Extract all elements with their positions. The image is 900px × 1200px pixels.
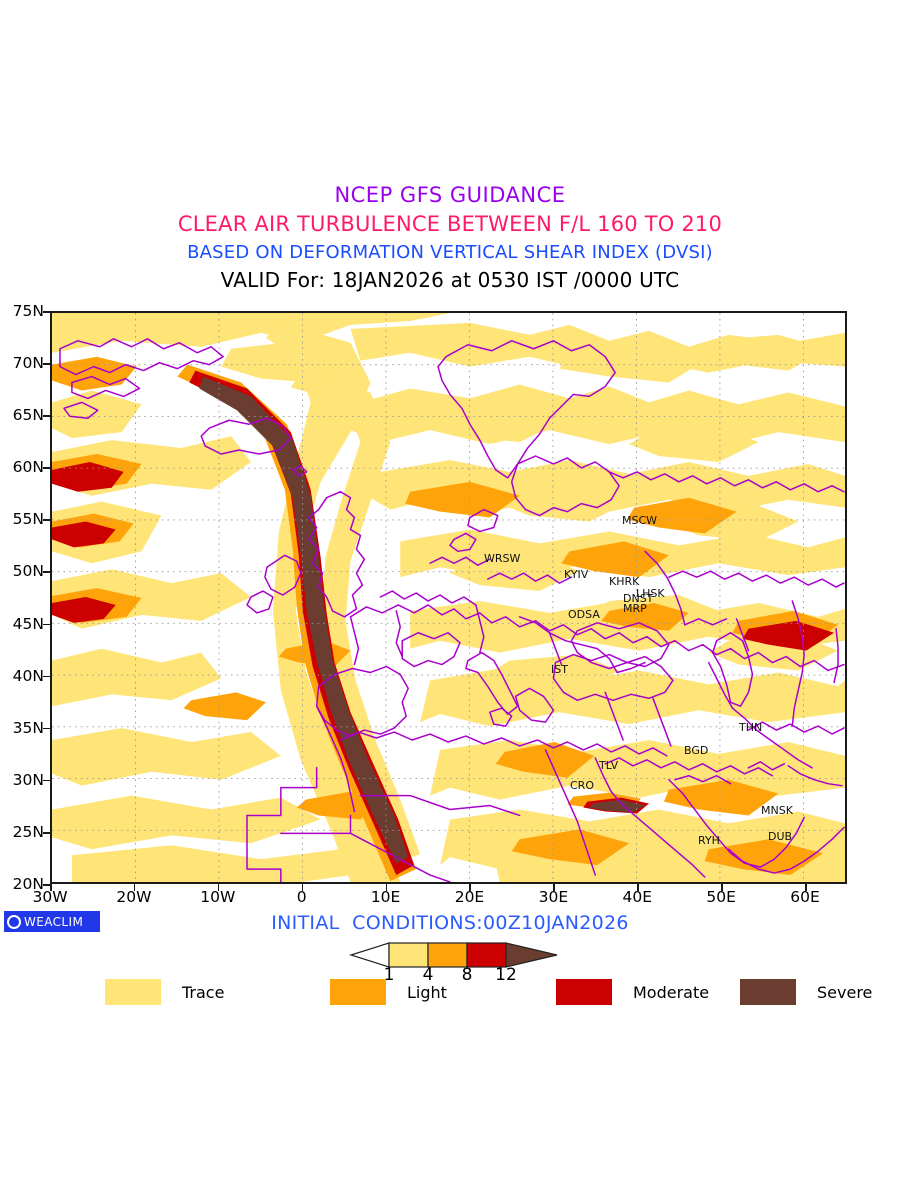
chart-valid-time: VALID For: 18JAN2026 at 0530 IST /0000 U… xyxy=(220,268,680,292)
colorbar-tick-labels: 1 4 8 12 xyxy=(349,965,561,987)
city-label: IST xyxy=(551,663,568,676)
x-axis-tick xyxy=(805,884,807,891)
weaclim-brand-badge: WEACLIM xyxy=(4,911,100,932)
x-axis-tick xyxy=(469,884,472,891)
y-axis-tick-label: 20N xyxy=(12,875,44,893)
legend-swatch xyxy=(740,979,796,1005)
colorbar-tick-label: 4 xyxy=(422,965,434,985)
y-axis-tick-label: 55N xyxy=(12,510,44,529)
colorbar-tick-label: 8 xyxy=(461,965,473,985)
y-axis-tick-label: 60N xyxy=(12,458,44,477)
y-axis-tick-label: 35N xyxy=(12,718,44,737)
city-label: RYH xyxy=(698,834,720,847)
legend-item: Severe xyxy=(740,979,872,1005)
city-label: MSCW xyxy=(622,514,658,527)
city-label: ODSA xyxy=(568,608,600,621)
city-label: LHSK xyxy=(636,587,665,600)
y-axis-tick xyxy=(43,831,50,834)
city-label: MRP xyxy=(623,602,647,615)
legend-swatch xyxy=(556,979,612,1005)
chart-title-block: NCEP GFS GUIDANCE CLEAR AIR TURBULENCE B… xyxy=(0,182,900,295)
turbulence-severe-layer xyxy=(199,376,646,864)
colorbar-tick-label: 1 xyxy=(383,965,395,985)
y-axis-tick xyxy=(43,467,50,469)
y-axis-tick xyxy=(43,727,50,730)
city-label: KHRK xyxy=(609,575,640,588)
city-label: DUB xyxy=(768,830,793,843)
x-axis-tick xyxy=(721,884,723,891)
legend-label: Moderate xyxy=(633,982,710,1002)
x-axis-tick xyxy=(553,884,555,891)
colorbar xyxy=(349,940,561,970)
x-axis-tick-label: 0 xyxy=(296,888,307,906)
y-axis-tick xyxy=(43,884,50,886)
city-label: THN xyxy=(739,721,763,734)
x-axis-tick xyxy=(217,884,220,891)
y-axis-tick xyxy=(43,571,50,574)
x-axis-tick-label: 50E xyxy=(706,888,736,906)
chart-basis-line: BASED ON DEFORMATION VERTICAL SHEAR INDE… xyxy=(187,242,713,263)
colorbar-seg-trace xyxy=(388,942,429,968)
y-axis-tick-label: 40N xyxy=(12,666,44,685)
x-axis-tick xyxy=(637,884,639,891)
y-axis-tick xyxy=(43,675,50,678)
map-canvas xyxy=(52,313,845,882)
x-axis-tick xyxy=(385,884,388,891)
colorbar-under-arrow xyxy=(349,942,390,968)
x-axis-tick-label: 40E xyxy=(622,888,653,906)
y-axis-tick-label: 30N xyxy=(12,770,44,789)
weaclim-brand-label: WEACLIM xyxy=(24,914,84,929)
city-label: WRSW xyxy=(484,552,521,565)
legend-item: Moderate xyxy=(556,979,709,1005)
y-axis-tick-label: 50N xyxy=(12,562,44,581)
city-label: DNST xyxy=(623,592,654,605)
y-axis-tick-label: 25N xyxy=(12,822,44,841)
page-title: NCEP GFS GUIDANCE xyxy=(334,183,566,207)
y-axis-tick xyxy=(43,779,50,782)
x-axis-tick-label: 20E xyxy=(454,888,485,906)
city-label: BGD xyxy=(684,744,709,757)
map-coastlines xyxy=(59,338,845,882)
legend-swatch xyxy=(105,979,161,1005)
x-axis-tick xyxy=(133,884,136,891)
legend-label: Light xyxy=(407,982,447,1002)
city-label: MNSK xyxy=(761,804,793,817)
legend-item: Trace xyxy=(105,979,224,1005)
y-axis-tick xyxy=(43,363,50,365)
x-axis-tick xyxy=(50,884,52,891)
turbulence-map[interactable]: MSCW WRSW KYIV KHRK LHSK DNST MRP ODSA IST THN BGD… xyxy=(50,311,847,884)
city-label: KYIV xyxy=(564,568,589,581)
y-axis-tick-label: 75N xyxy=(12,302,44,320)
y-axis-tick xyxy=(43,519,50,521)
legend-label: Trace xyxy=(182,982,225,1002)
legend-swatch xyxy=(330,979,386,1005)
x-axis-tick-label: 30W xyxy=(32,888,68,906)
chart-subtitle: CLEAR AIR TURBULENCE BETWEEN F/L 160 TO … xyxy=(177,212,723,236)
weaclim-logo-icon xyxy=(7,914,21,929)
y-axis-tick-label: 65N xyxy=(12,406,44,425)
colorbar-seg-moderate xyxy=(466,942,507,968)
legend-item: Light xyxy=(330,979,447,1005)
y-axis-tick xyxy=(43,415,50,417)
y-axis-tick xyxy=(43,623,50,626)
initial-conditions-label: INITIAL CONDITIONS:00Z10JAN2026 xyxy=(271,912,629,934)
colorbar-graphic xyxy=(349,942,558,968)
x-axis-tick-label: 60E xyxy=(790,888,820,906)
city-label: CRO xyxy=(570,779,594,792)
colorbar-seg-light xyxy=(427,942,468,968)
colorbar-over-arrow xyxy=(505,942,558,968)
y-axis-tick xyxy=(43,311,50,313)
y-axis-tick-label: 70N xyxy=(12,354,44,373)
x-axis-tick-label: 30E xyxy=(538,888,569,906)
legend-row: Trace Light Moderate Severe xyxy=(0,979,900,1013)
x-axis-tick-label: 20W xyxy=(116,888,152,906)
x-axis-tick-label: 10E xyxy=(370,888,401,906)
city-label: TLV xyxy=(599,759,619,772)
legend-label: Severe xyxy=(817,982,873,1002)
x-axis-tick-label: 10W xyxy=(200,888,236,906)
y-axis-tick-label: 45N xyxy=(12,614,44,633)
colorbar-tick-label: 12 xyxy=(495,965,517,985)
x-axis-tick xyxy=(301,884,304,891)
